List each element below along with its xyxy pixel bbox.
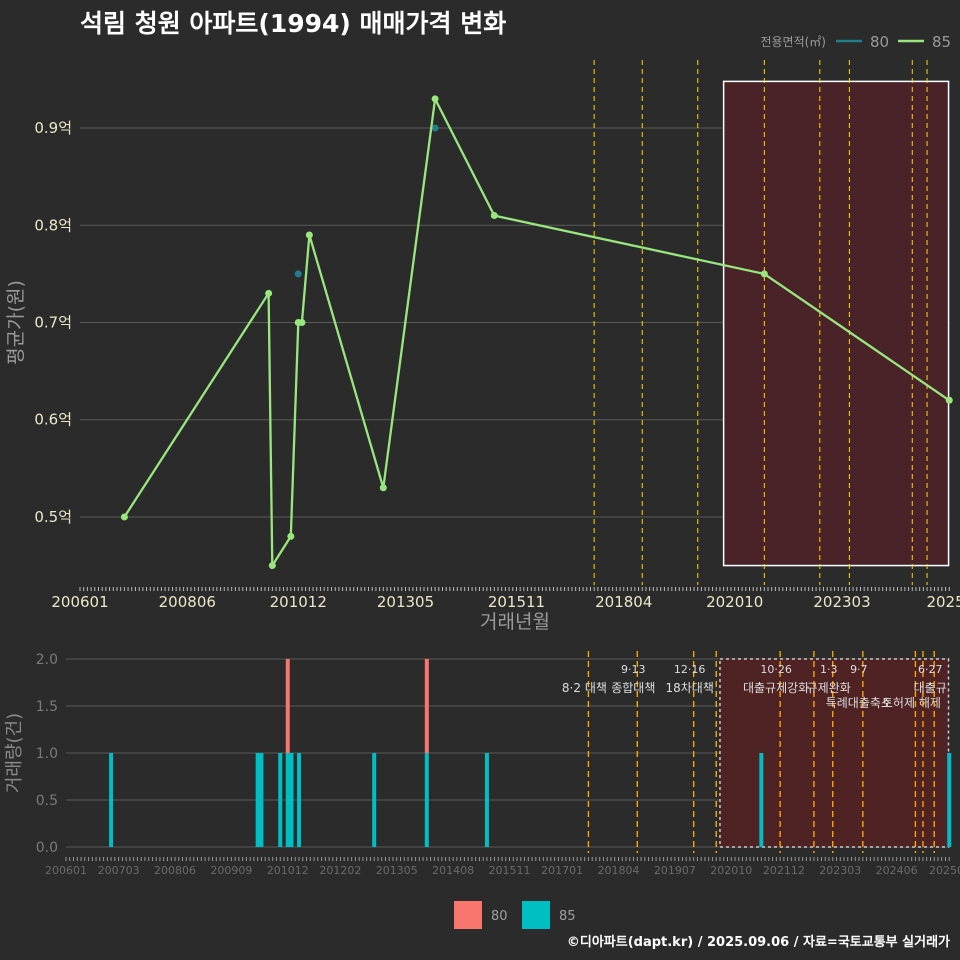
y-tick-label: 0.6억	[34, 411, 72, 429]
x-tick-label: 201012	[267, 864, 309, 877]
y-tick-label: 0.9억	[34, 119, 72, 137]
x-axis-title: 거래년월	[480, 611, 550, 633]
x-tick-label: 202010	[706, 593, 763, 611]
x-tick-label: 200909	[210, 864, 252, 877]
event-label: 8·2 대책	[562, 680, 607, 695]
data-point-85	[265, 289, 273, 297]
event-label: 규제완화	[807, 681, 851, 695]
event-label: 18차대책	[665, 680, 713, 695]
legend-label-80: 80	[870, 33, 889, 51]
x-tick-label: 201408	[432, 864, 474, 877]
y-tick-label: 0.8억	[34, 216, 72, 234]
x-tick-label: 202112	[763, 864, 805, 877]
y-tick-label: 0.0	[36, 840, 58, 856]
data-point-85	[305, 231, 313, 239]
data-point-85	[760, 270, 768, 278]
event-label-2: 토허제 해제	[882, 696, 941, 710]
legend-key-80	[454, 901, 482, 929]
event-label: 대출규제강화	[743, 681, 809, 695]
bar-85	[289, 753, 294, 847]
y-axis-title: 평균가(원)	[5, 280, 27, 365]
x-tick-label: 201012	[270, 593, 327, 611]
event-date-label: 10·26	[760, 663, 792, 676]
bar-85	[259, 753, 264, 847]
event-date-label: 6·27	[918, 663, 943, 676]
bar-85	[759, 753, 764, 847]
x-tick-label: 201511	[488, 593, 545, 611]
volume-chart-panel: 0.0 0.5 1.0 1.5 2.0 8·2 대책 9·13 종합대책 12·16 18차대책 1…	[4, 651, 960, 929]
x-tick-label: 201511	[488, 864, 530, 877]
data-point-85	[490, 212, 498, 220]
y-tick-label: 0.7억	[34, 314, 72, 332]
legend-label-85: 85	[932, 33, 951, 51]
x-tick-label: 200806	[159, 593, 216, 611]
data-point-80	[294, 270, 302, 278]
event-date-label: 9·7	[850, 663, 868, 676]
data-point-85	[431, 95, 439, 103]
source-credit: ©디아파트(dapt.kr) / 2025.09.06 / 자료=국토교통부 실…	[566, 935, 950, 950]
bar-85	[255, 753, 260, 847]
event-date-label: 12·16	[674, 663, 706, 676]
bar-85	[297, 753, 302, 847]
x-tick-label: 201202	[319, 864, 361, 877]
data-point-85	[379, 484, 387, 492]
bar-85	[947, 753, 952, 847]
legend-label-85: 85	[559, 909, 576, 924]
data-point-85	[120, 513, 128, 521]
y-tick-label: 2.0	[36, 652, 58, 668]
x-tick-label: 202303	[819, 864, 861, 877]
bar-80	[424, 659, 429, 753]
event-label-2: 특례대출축소	[826, 696, 892, 710]
bar-85	[278, 753, 283, 847]
data-point-85	[268, 562, 276, 570]
x-tick-label: 201305	[377, 593, 434, 611]
x-tick-label: 202303	[813, 593, 870, 611]
x-tick-label: 202406	[876, 864, 918, 877]
event-label: 대출규	[914, 681, 947, 695]
price-chart-panel: 0.5억 0.6억 0.7억 0.8억 0.9억 200601 200806 201012 20…	[5, 33, 960, 633]
series-line-85	[123, 95, 950, 570]
event-label: 종합대책	[611, 680, 655, 695]
y-axis-title: 거래량(건)	[4, 713, 25, 793]
y-tick-label: 0.5	[36, 793, 58, 809]
event-date-label: 9·13	[621, 663, 646, 676]
chart-title: 석림 청원 아파트(1994) 매매가격 변화	[80, 9, 507, 38]
x-tick-label: 200806	[154, 864, 196, 877]
x-tick-label: 200601	[51, 593, 108, 611]
x-tick-label: 201701	[541, 864, 583, 877]
bar-80	[285, 659, 290, 753]
y-tick-label: 1.5	[36, 699, 58, 715]
x-tick-label: 201804	[595, 593, 652, 611]
x-tick-label: 201907	[654, 864, 696, 877]
data-point-85	[945, 396, 953, 404]
x-tick-label: 2025	[926, 593, 960, 611]
x-tick-label: 201305	[376, 864, 418, 877]
data-point-80	[431, 124, 439, 132]
x-tick-label: 200703	[98, 864, 140, 877]
event-date-label: 1·3	[820, 663, 838, 676]
bar-85	[372, 753, 377, 847]
x-tick-label: 202010	[710, 864, 752, 877]
data-point-85	[298, 319, 306, 326]
y-tick-label: 0.5억	[34, 508, 72, 526]
bar-85	[484, 753, 489, 847]
bar-85	[285, 753, 290, 847]
legend-label-80: 80	[491, 909, 508, 924]
x-tick-label: 200601	[45, 864, 87, 877]
y-tick-label: 1.0	[36, 746, 58, 762]
legend-key-85	[522, 901, 550, 929]
data-point-85	[287, 532, 295, 540]
x-tick-label: 201804	[598, 864, 640, 877]
bar-85	[424, 753, 429, 847]
highlight-box	[719, 658, 950, 848]
x-tick-label: 202509	[929, 864, 960, 877]
legend-title: 전용면적(㎡)	[760, 35, 826, 49]
bar-85	[109, 753, 114, 847]
